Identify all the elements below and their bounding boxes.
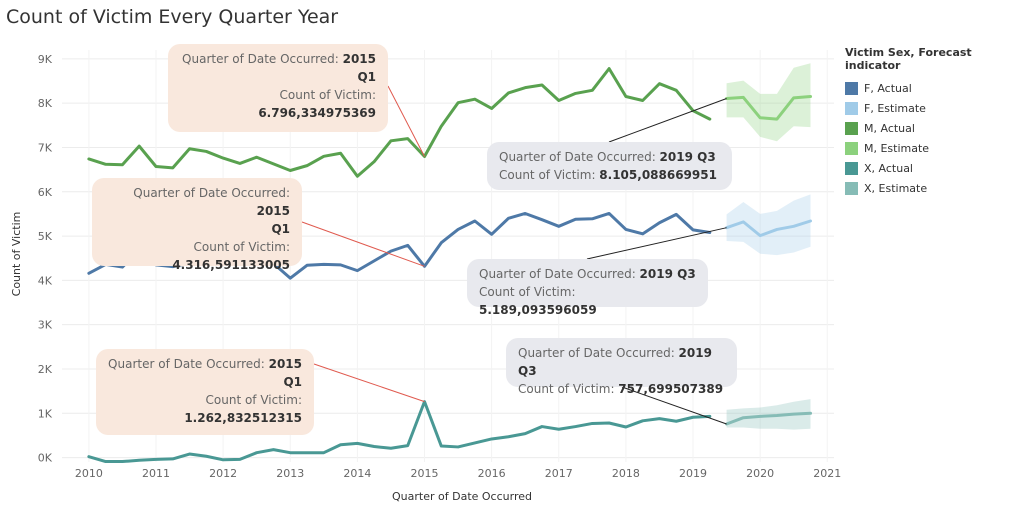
connector-f-2015q1 (301, 221, 425, 267)
x-tick-label: 2017 (545, 467, 573, 480)
annotation-value: 2019 Q3 (518, 346, 712, 378)
annotation-count-key: Count of Victim: (279, 88, 376, 102)
legend-label: M, Actual (864, 121, 915, 135)
legend-label: M, Estimate (864, 141, 930, 155)
x-axis-label: Quarter of Date Occurred (392, 490, 532, 503)
connector-f-2019q3 (586, 227, 727, 260)
y-tick-label: 6K (38, 186, 53, 199)
legend-label: X, Estimate (864, 181, 928, 195)
annotation-count-value: 8.105,088669951 (599, 168, 717, 182)
annotation-count-key: Count of Victim: (205, 393, 302, 407)
legend-item-m-estimate[interactable]: M, Estimate (845, 138, 1017, 158)
forecast-band-x-estimate (726, 399, 811, 430)
x-tick-label: 2011 (142, 467, 170, 480)
y-tick-label: 1K (38, 407, 53, 420)
x-tick-label: 2018 (612, 467, 640, 480)
legend-swatch (845, 161, 858, 175)
annotation-key: Quarter of Date Occurred: (518, 346, 679, 360)
series-line-x-estimate (725, 411, 813, 426)
x-tick-label: 2020 (746, 467, 774, 480)
y-tick-label: 5K (38, 230, 53, 243)
connector-x-2015q1 (313, 363, 425, 403)
annotation-m-2015q1: Quarter of Date Occurred: 2015 Q1 Count … (168, 44, 388, 132)
series-line-m-actual (87, 67, 712, 178)
annotation-count-value: 5.189,093596059 (479, 303, 597, 317)
y-tick-label: 4K (38, 274, 53, 287)
series-line-f-estimate (725, 219, 813, 238)
x-tick-label: 2012 (209, 467, 237, 480)
legend-label: X, Actual (864, 161, 913, 175)
annotation-count-key: Count of Victim: (518, 382, 619, 396)
annotation-x-2015q1: Quarter of Date Occurred: 2015 Q1 Count … (96, 349, 314, 435)
annotation-value: 2019 Q3 (639, 267, 696, 281)
x-tick-label: 2021 (813, 467, 841, 480)
annotation-count-value: 1.262,832512315 (184, 411, 302, 425)
annotation-value: 2015 (256, 204, 290, 218)
annotation-value: Q1 (357, 70, 376, 84)
y-tick-label: 9K (38, 53, 53, 66)
annotation-x-2019q3: Quarter of Date Occurred: 2019 Q3 Count … (506, 338, 737, 396)
annotation-key: Quarter of Date Occurred: (108, 357, 269, 371)
connector-m-2015q1 (387, 85, 425, 157)
annotation-value: Q1 (271, 222, 290, 236)
chart-title: Count of Victim Every Quarter Year (6, 6, 339, 28)
legend-swatch (845, 101, 858, 115)
legend-title: Victim Sex, Forecast indicator (845, 46, 972, 72)
annotation-key: Quarter of Date Occurred: (182, 52, 343, 66)
legend-item-f-actual[interactable]: F, Actual (845, 78, 1017, 98)
connector-x-2019q3 (621, 386, 727, 425)
series-line-m-estimate (725, 95, 813, 121)
annotation-key: Quarter of Date Occurred: (479, 267, 640, 281)
x-tick-label: 2013 (276, 467, 304, 480)
y-axis-label: Count of Victim (10, 212, 23, 297)
y-tick-label: 2K (38, 363, 53, 376)
legend-item-x-actual[interactable]: X, Actual (845, 158, 1017, 178)
connector-m-2019q3 (608, 98, 727, 143)
x-tick-label: 2014 (343, 467, 371, 480)
y-tick-label: 8K (38, 97, 53, 110)
legend-swatch (845, 141, 858, 155)
annotation-f-2019q3: Quarter of Date Occurred: 2019 Q3 Count … (467, 259, 708, 317)
annotation-value: 2015 (268, 357, 302, 371)
y-tick-label: 0K (38, 452, 53, 465)
annotation-count-key: Count of Victim: (193, 240, 290, 254)
annotation-key: Quarter of Date Occurred: (499, 150, 660, 164)
forecast-band-m-estimate (726, 63, 811, 142)
annotation-value: 2019 Q3 (659, 150, 716, 164)
forecast-band-f-estimate (726, 194, 811, 256)
legend-item-m-actual[interactable]: M, Actual (845, 118, 1017, 138)
annotation-value: 2015 (342, 52, 376, 66)
legend-item-x-estimate[interactable]: X, Estimate (845, 178, 1017, 198)
legend-label: F, Estimate (864, 101, 926, 115)
y-tick-label: 3K (38, 319, 53, 332)
x-tick-label: 2010 (75, 467, 103, 480)
x-tick-label: 2016 (478, 467, 506, 480)
annotation-m-2019q3: Quarter of Date Occurred: 2019 Q3 Count … (487, 142, 732, 190)
x-tick-label: 2019 (679, 467, 707, 480)
annotation-count-value: 757,699507389 (618, 382, 724, 396)
annotation-key: Quarter of Date Occurred: (133, 186, 290, 200)
legend-swatch (845, 81, 858, 95)
annotation-count-key: Count of Victim: (499, 168, 600, 182)
legend-label: F, Actual (864, 81, 912, 95)
annotation-count-key: Count of Victim: (479, 285, 576, 299)
legend-swatch (845, 121, 858, 135)
annotation-f-2015q1: Quarter of Date Occurred: 2015 Q1 Count … (92, 178, 302, 272)
legend-item-f-estimate[interactable]: F, Estimate (845, 98, 1017, 118)
annotation-count-value: 4.316,591133005 (172, 258, 290, 272)
y-tick-label: 7K (38, 141, 53, 154)
annotation-value: Q1 (283, 375, 302, 389)
legend-swatch (845, 181, 858, 195)
x-tick-label: 2015 (411, 467, 439, 480)
legend: Victim Sex, Forecast indicator F, Actual… (845, 46, 1017, 198)
annotation-count-value: 6.796,334975369 (258, 106, 376, 120)
series-line-x-actual (87, 400, 712, 464)
